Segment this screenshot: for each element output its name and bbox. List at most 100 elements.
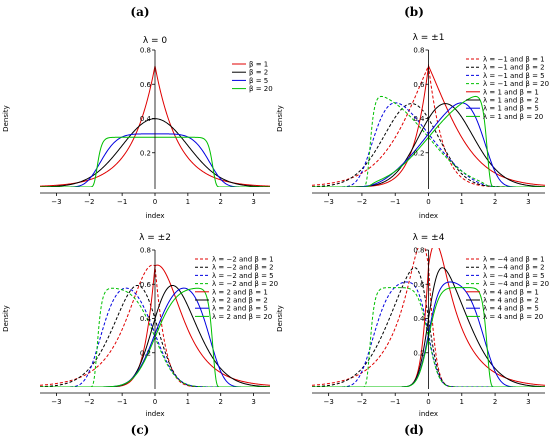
x-tick-label: 0 (153, 398, 157, 406)
legend-entry: β = 20 (249, 85, 273, 93)
x-tick-label: 0 (153, 198, 157, 206)
x-tick-label: −1 (390, 198, 400, 206)
legend-entry: λ = 2 and β = 2 (212, 297, 268, 305)
legend-entry: λ = 2 and β = 20 (212, 313, 272, 321)
legend-entry: λ = 2 and β = 5 (212, 305, 268, 313)
y-tick-label: 0.6 (413, 281, 425, 289)
legend-entry: λ = 4 and β = 5 (483, 305, 539, 313)
y-tick-label: 0.8 (140, 247, 151, 255)
x-tick-label: 2 (218, 198, 222, 206)
legend-entry: λ = −4 and β = 2 (483, 264, 545, 272)
x-tick-label: −3 (323, 398, 333, 406)
legend-entry: λ = 2 and β = 1 (212, 288, 268, 296)
panel-c: λ = ±2 −3 −2 −1 0 1 2 3 0.2 0.4 0.6 0.8 index Density… (2, 233, 278, 418)
legend-entry: β = 1 (249, 61, 268, 69)
legend-entry: λ = −1 and β = 5 (483, 72, 545, 80)
legend-entry: β = 5 (249, 77, 268, 85)
axes: −3 −2 −1 0 1 2 3 0.2 0.4 0.6 0.8 (312, 47, 545, 206)
y-tick-label: 0.8 (413, 247, 424, 255)
legend-entry: λ = 4 and β = 2 (483, 297, 539, 305)
legend: β = 1β = 2β = 5β = 20 (232, 61, 273, 93)
y-tick-label: 0.2 (140, 349, 151, 357)
chart-title: λ = ±1 (413, 33, 445, 43)
legend-entry: λ = −2 and β = 1 (212, 256, 274, 264)
legend-entry: λ = 1 and β = 2 (483, 97, 539, 105)
legend-entry: λ = −1 and β = 1 (483, 56, 545, 64)
panel-d: λ = ±4 −3 −2 −1 0 1 2 3 0.2 0.4 0.6 0.8 index Density… (276, 233, 549, 418)
x-tick-label: 1 (460, 198, 464, 206)
x-tick-label: 0 (426, 398, 430, 406)
legend-entry: λ = 1 and β = 5 (483, 105, 539, 113)
x-tick-label: 1 (460, 398, 464, 406)
y-axis-label: Density (276, 305, 284, 332)
x-tick-label: −2 (357, 198, 367, 206)
y-tick-label: 0.6 (140, 281, 152, 289)
legend-entry: β = 2 (249, 69, 268, 77)
y-tick-label: 0.4 (140, 315, 152, 323)
chart-title: λ = 0 (143, 36, 168, 46)
panel-label-d: (d) (404, 423, 424, 437)
y-tick-label: 0.2 (413, 149, 424, 157)
legend-entry: λ = −1 and β = 2 (483, 64, 545, 72)
y-tick-label: 0.4 (413, 315, 425, 323)
x-tick-label: −3 (51, 198, 61, 206)
x-axis-label: index (419, 410, 438, 418)
x-tick-label: −3 (323, 198, 333, 206)
series-line (312, 267, 545, 387)
panel-b: λ = ±1 −3 −2 −1 0 1 2 3 0.2 0.4 0.6 0.8 index Density… (276, 33, 549, 220)
legend-entry: λ = −4 and β = 20 (483, 280, 549, 288)
chart-title: λ = ±2 (139, 233, 171, 243)
y-tick-label: 0.6 (140, 81, 152, 89)
axes: −3 −2 −1 0 1 2 3 0.2 0.4 0.6 0.8 (40, 47, 270, 206)
y-axis-label: Density (276, 105, 284, 132)
x-axis-label: index (419, 212, 438, 220)
x-tick-label: 3 (251, 398, 255, 406)
legend-entry: λ = −4 and β = 5 (483, 272, 545, 280)
x-tick-label: 2 (493, 198, 497, 206)
legend-entry: λ = −2 and β = 20 (212, 280, 278, 288)
legend-entry: λ = 4 and β = 20 (483, 313, 543, 321)
y-axis-label: Density (2, 305, 10, 332)
x-tick-label: 2 (493, 398, 497, 406)
panel-label-c: (c) (131, 423, 150, 437)
x-tick-label: 3 (251, 198, 255, 206)
x-tick-label: −2 (84, 198, 94, 206)
x-tick-label: −1 (117, 398, 127, 406)
legend-entry: λ = 4 and β = 1 (483, 288, 539, 296)
legend: λ = −2 and β = 1λ = −2 and β = 2λ = −2 a… (195, 256, 278, 321)
legend-entry: λ = 1 and β = 20 (483, 113, 543, 121)
x-axis-label: index (145, 410, 164, 418)
y-tick-label: 0.2 (140, 149, 151, 157)
chart-title: λ = ±4 (413, 233, 445, 243)
legend-entry: λ = −4 and β = 1 (483, 256, 545, 264)
x-tick-label: 3 (526, 198, 530, 206)
y-tick-label: 0.8 (413, 47, 424, 55)
y-tick-label: 0.8 (140, 47, 151, 55)
x-tick-label: 1 (186, 198, 190, 206)
x-tick-label: 3 (526, 398, 530, 406)
legend: λ = −4 and β = 1λ = −4 and β = 2λ = −4 a… (466, 256, 549, 321)
panel-label-b: (b) (404, 5, 424, 19)
panel-label-a: (a) (130, 5, 149, 19)
x-axis-label: index (145, 212, 164, 220)
panel-a: λ = 0 −3 −2 −1 0 1 2 3 0.2 0.4 0.6 0.8 index Density β… (2, 36, 273, 220)
y-tick-label: 0.4 (413, 115, 425, 123)
axes: −3 −2 −1 0 1 2 3 0.2 0.4 0.6 0.8 (312, 247, 545, 406)
x-tick-label: 1 (186, 398, 190, 406)
x-tick-label: −1 (117, 198, 127, 206)
y-tick-label: 0.6 (413, 81, 425, 89)
y-axis-label: Density (2, 105, 10, 132)
legend-entry: λ = −1 and β = 20 (483, 80, 549, 88)
x-tick-label: −3 (51, 398, 61, 406)
x-tick-label: 2 (218, 398, 222, 406)
legend-entry: λ = 1 and β = 1 (483, 88, 539, 96)
x-tick-label: 0 (426, 198, 430, 206)
legend-entry: λ = −2 and β = 2 (212, 264, 274, 272)
legend-entry: λ = −2 and β = 5 (212, 272, 274, 280)
y-tick-label: 0.4 (140, 115, 152, 123)
x-tick-label: −1 (390, 398, 400, 406)
y-tick-label: 0.2 (413, 349, 424, 357)
legend: λ = −1 and β = 1λ = −1 and β = 2λ = −1 a… (466, 56, 549, 121)
